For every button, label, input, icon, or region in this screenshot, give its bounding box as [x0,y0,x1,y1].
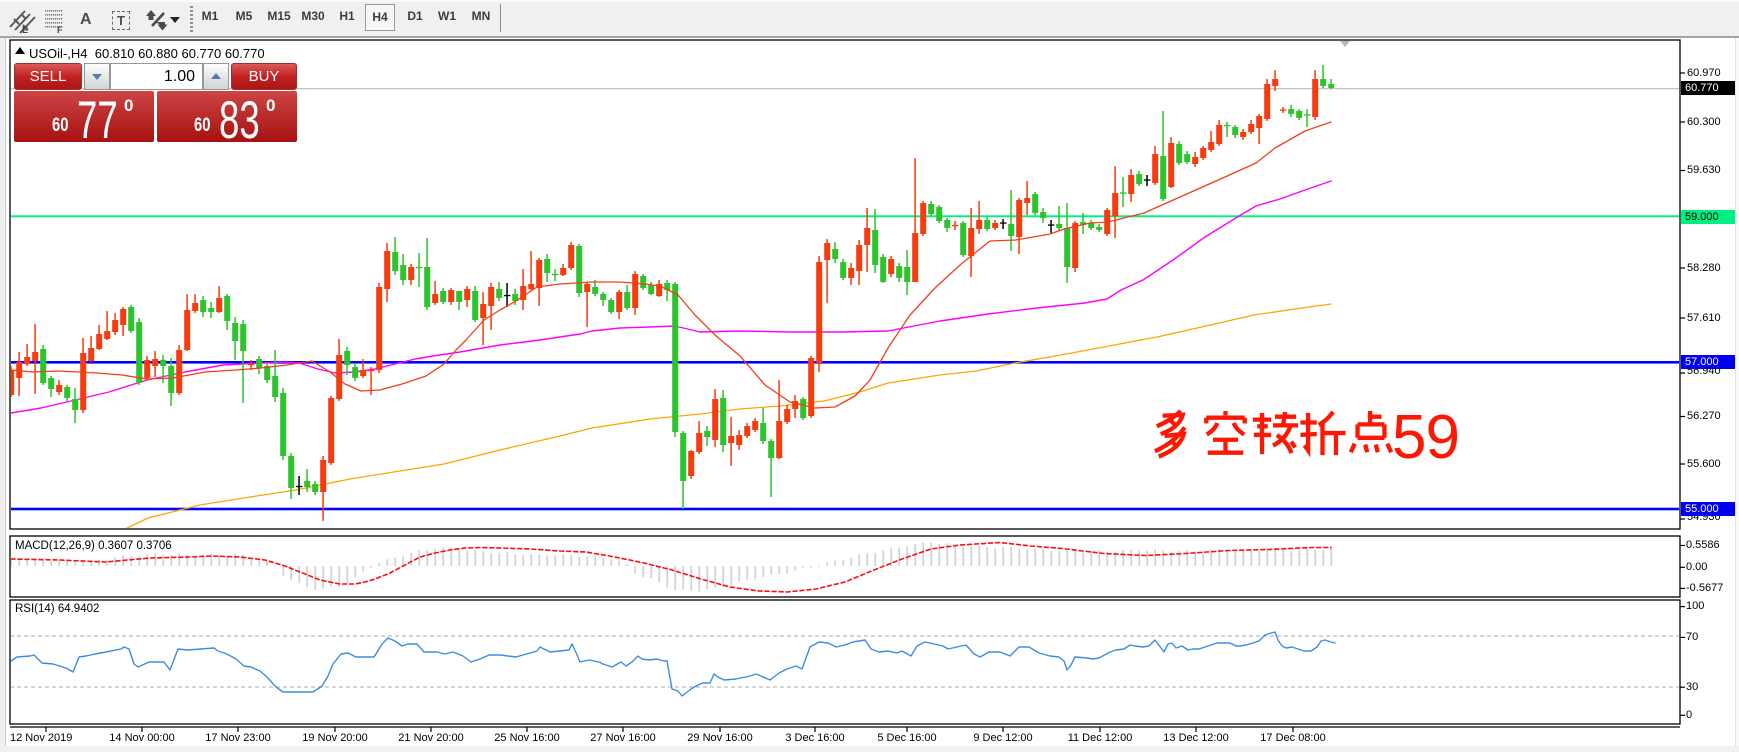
svg-text:E: E [22,25,28,35]
svg-text:F: F [57,25,63,35]
